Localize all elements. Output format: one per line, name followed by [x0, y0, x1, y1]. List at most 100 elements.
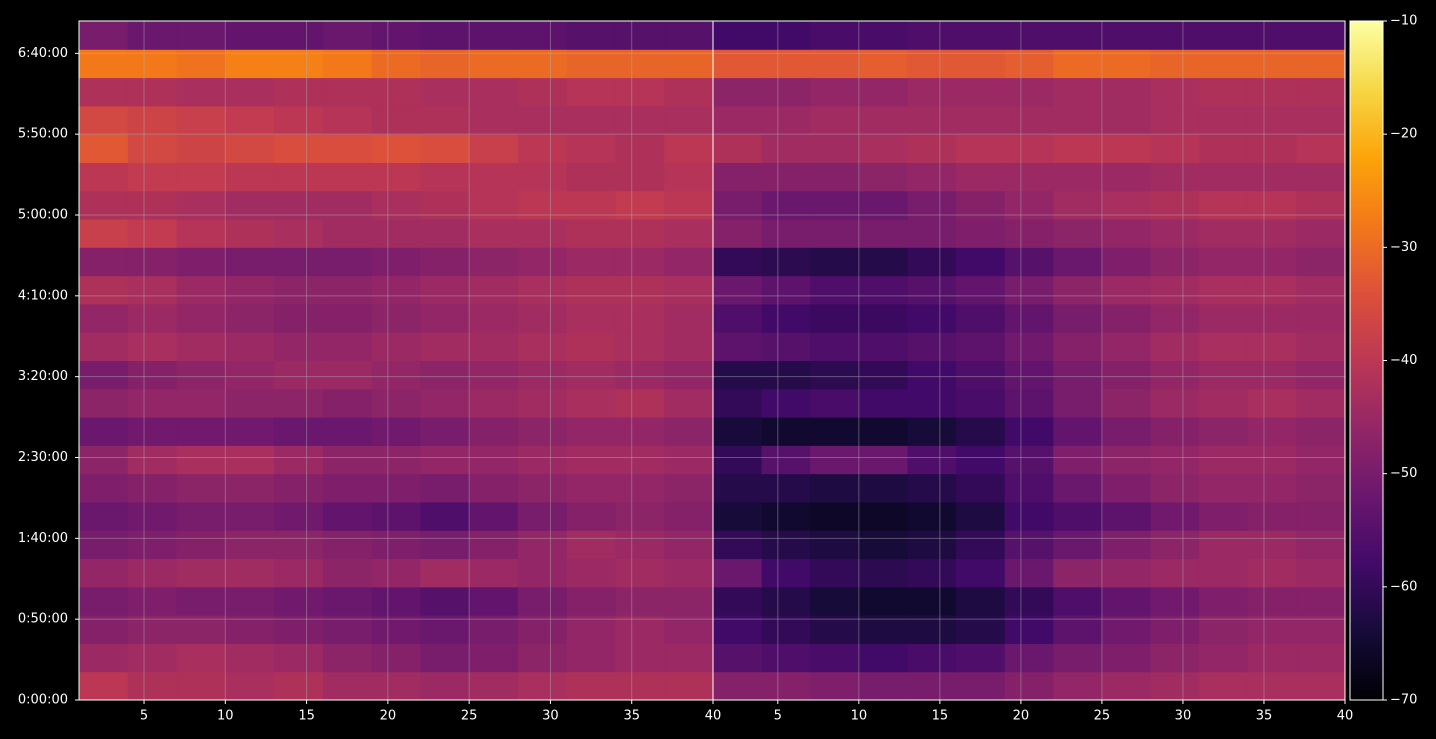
heatmap-cell [1199, 49, 1249, 79]
heatmap-cell [566, 105, 616, 135]
heatmap-cell [907, 643, 957, 673]
heatmap-cell [420, 643, 470, 673]
colorbar-tick-label: −50 [1390, 466, 1417, 481]
heatmap-cell [517, 530, 568, 560]
heatmap-cell [127, 21, 178, 50]
heatmap-cell [517, 134, 568, 163]
heatmap-cell [420, 21, 470, 50]
heatmap-cell [420, 49, 470, 79]
heatmap-cell [761, 360, 811, 390]
heatmap-cell [1004, 417, 1054, 446]
heatmap-cell [956, 134, 1006, 163]
heatmap-cell [810, 219, 860, 248]
heatmap-cell [907, 360, 957, 390]
heatmap-cell [907, 77, 957, 107]
heatmap-cell [956, 501, 1006, 531]
heatmap-cell [858, 473, 908, 503]
heatmap-cell [907, 445, 957, 475]
heatmap-cell [907, 332, 957, 361]
heatmap-cell [1101, 586, 1152, 616]
heatmap-cell [176, 360, 226, 390]
heatmap-cell [1199, 473, 1249, 503]
heatmap-cell [713, 643, 763, 673]
heatmap-cell [907, 162, 957, 192]
heatmap-cell [956, 275, 1006, 305]
heatmap-cell [420, 445, 470, 475]
x-tick-label: 10 [217, 709, 234, 724]
heatmap-cell [1247, 162, 1297, 192]
heatmap-cell [858, 21, 908, 50]
heatmap-cell [79, 558, 129, 588]
heatmap-cell [1053, 530, 1103, 560]
heatmap-cell [1199, 303, 1249, 333]
heatmap-cell [566, 275, 616, 305]
heatmap-cell [1247, 303, 1297, 333]
heatmap-cell [469, 105, 519, 135]
heatmap-cell [225, 417, 275, 446]
heatmap-cell [1101, 360, 1152, 390]
heatmap-cell [1101, 643, 1152, 673]
heatmap-cell [517, 303, 568, 333]
heatmap-cell [1053, 275, 1103, 305]
heatmap-cell [176, 134, 226, 163]
heatmap-cell [1296, 530, 1346, 560]
heatmap-cell [1150, 219, 1200, 248]
heatmap-cell [469, 558, 519, 588]
heatmap-cell [566, 501, 616, 531]
heatmap-cell [664, 417, 714, 446]
heatmap-cell [907, 501, 957, 531]
heatmap-cell [1247, 190, 1297, 220]
heatmap-cell [371, 275, 421, 305]
heatmap-cell [858, 671, 908, 701]
heatmap-cell [127, 332, 178, 361]
heatmap-cell [664, 360, 714, 390]
heatmap-cell [469, 190, 519, 220]
heatmap-cell [810, 615, 860, 644]
heatmap-cell [615, 445, 665, 475]
heatmap-cell [761, 219, 811, 248]
heatmap-cell [1053, 586, 1103, 616]
heatmap-cell [956, 615, 1006, 644]
heatmap-cell [1296, 105, 1346, 135]
heatmap-cell [1150, 586, 1200, 616]
heatmap-cell [79, 275, 129, 305]
heatmap-cell [907, 303, 957, 333]
heatmap-cell [1247, 671, 1297, 701]
heatmap-cell [79, 417, 129, 446]
heatmap-cell [1296, 21, 1346, 50]
heatmap-cell [1004, 388, 1054, 418]
heatmap-cell [274, 105, 324, 135]
heatmap-cell [274, 501, 324, 531]
heatmap-cell [1199, 530, 1249, 560]
heatmap-cell [1150, 303, 1200, 333]
heatmap-cell [1247, 388, 1297, 418]
heatmap-cell [127, 134, 178, 163]
heatmap-panel: 5 10 15 20 25 30 35 40 [712, 20, 1353, 724]
heatmap-cell [79, 219, 129, 248]
heatmap-cell [1247, 615, 1297, 644]
heatmap-cell [1101, 190, 1152, 220]
heatmap-cell [274, 417, 324, 446]
heatmap-cell [907, 671, 957, 701]
heatmap-cell [810, 247, 860, 277]
heatmap-cell [1199, 219, 1249, 248]
heatmap-cell [810, 388, 860, 418]
heatmap-cell [79, 388, 129, 418]
heatmap-cell [1296, 671, 1346, 701]
heatmap-cell [225, 247, 275, 277]
heatmap-cell [1296, 445, 1346, 475]
heatmap-cell [420, 558, 470, 588]
heatmap-cell [127, 303, 178, 333]
y-tick-label: 5:50:00 [18, 127, 68, 142]
heatmap-cell [907, 530, 957, 560]
heatmap-cell [713, 530, 763, 560]
heatmap-cell [1150, 275, 1200, 305]
heatmap-cell [469, 332, 519, 361]
heatmap-cell [371, 134, 421, 163]
heatmap-cell [566, 190, 616, 220]
heatmap-cell [907, 388, 957, 418]
heatmap-cell [1004, 586, 1054, 616]
heatmap-cell [371, 303, 421, 333]
heatmap-cell [274, 388, 324, 418]
heatmap-cell [1150, 105, 1200, 135]
